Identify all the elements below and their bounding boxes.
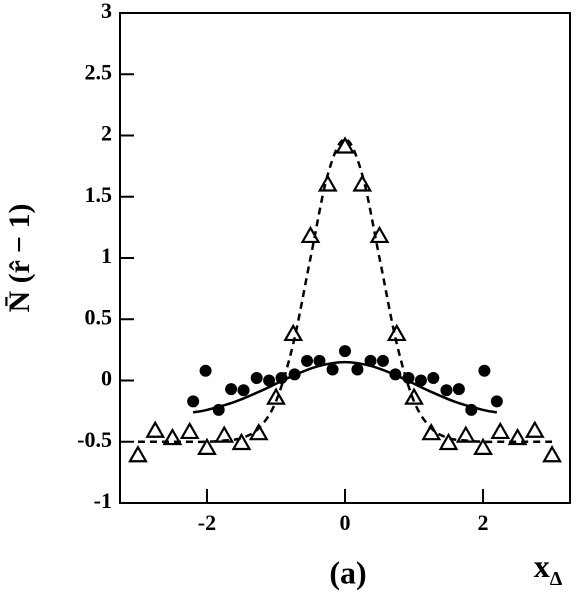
x-tick-label: 2 [478,510,489,535]
data-point [490,395,503,408]
data-point [386,323,407,342]
data-point [266,387,286,405]
x-axis-label-sub: Δ [550,568,563,590]
y-tick-label: 0.5 [85,304,113,329]
x-tick-label: 0 [340,510,351,535]
data-point [478,364,491,377]
data-point [473,437,493,455]
data-point [179,421,200,440]
data-point [404,387,424,405]
data-point [283,323,304,342]
data-point [128,445,148,463]
data-point [421,422,442,441]
y-axis-label: N̄ (r̂ − 1) [3,203,36,312]
data-point [452,383,465,396]
data-point [376,354,389,367]
y-tick-label: 3 [101,0,112,23]
data-point [145,420,166,438]
data-point [231,432,252,451]
data-point [351,363,364,376]
data-point [248,422,269,441]
data-point [301,354,314,367]
data-point [414,374,427,387]
y-tick-label: 2 [101,121,112,146]
data-point [225,383,238,396]
panel-label: (a) [329,554,366,590]
data-point [237,384,250,397]
y-tick-label: 1 [101,243,112,268]
data-point [438,432,459,451]
data-point [199,364,212,377]
y-tick-label: 2.5 [85,59,113,84]
data-point [335,136,355,154]
x-axis-label: xΔ [534,548,563,589]
data-point [440,384,453,397]
y-tick-label: 0 [101,366,112,391]
data-point [263,374,276,387]
data-point [197,437,217,455]
y-tick-label: -0.5 [77,427,112,452]
x-axis-label-main: x [534,548,550,584]
x-tick-label: -2 [198,510,216,535]
data-point [339,345,351,358]
data-point [524,420,545,438]
y-tick-label: -1 [94,488,112,513]
data-point [326,363,339,376]
data-point [187,395,200,408]
data-point [250,372,263,385]
fit-line [137,137,553,444]
data-point [490,421,511,440]
data-point [542,445,562,463]
data-point [427,372,440,385]
fit-line [192,360,498,414]
y-tick-label: 1.5 [85,182,113,207]
